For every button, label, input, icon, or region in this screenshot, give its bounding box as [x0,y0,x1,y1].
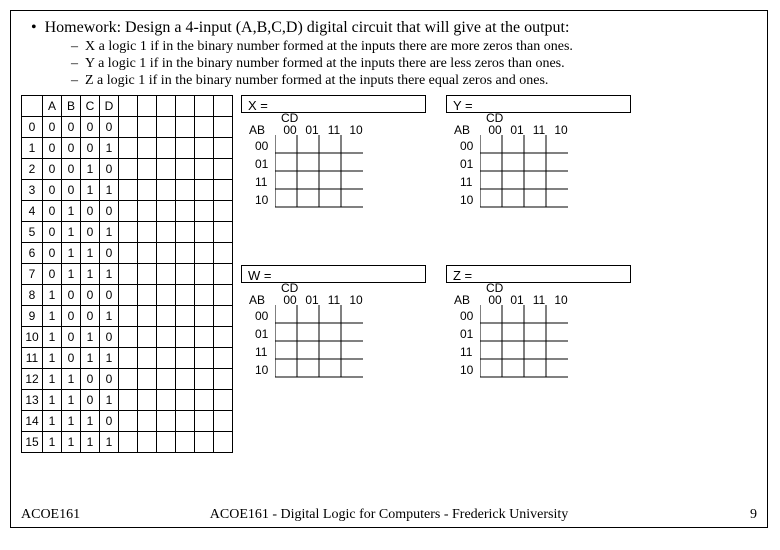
y-label: Y = [446,95,631,113]
truth-table: ABCD 00000100012001030011401005010160110… [21,95,233,453]
footer-right: 9 [750,507,757,523]
footer-left: ACOE161 [21,507,80,523]
content-row: ABCD 00000100012001030011401005010160110… [21,95,757,453]
sub-bullet-1: – X a logic 1 if in the binary number fo… [71,39,757,55]
kmap-grid-z: CD AB 00011110 00011110 [446,283,581,378]
footer: ACOE161 ACOE161 - Digital Logic for Comp… [21,507,757,523]
title-text: Homework: Design a 4-input (A,B,C,D) dig… [45,19,570,36]
sub-bullet-2: – Y a logic 1 if in the binary number fo… [71,56,757,72]
kmap-grid-w: CD AB 00011110 00011110 [241,283,376,378]
z-label: Z = [446,265,631,283]
kmap-z: Z = CD AB 00011110 00011110 [446,265,631,378]
kmap-area: X = CD AB 00011110 00011110 Y = CD AB 00… [241,95,757,453]
kmap-y: Y = CD AB 00011110 00011110 [446,95,631,208]
slide-frame: • Homework: Design a 4-input (A,B,C,D) d… [10,10,768,528]
kmap-grid-y: CD AB 00011110 00011110 [446,113,581,208]
kmap-grid-x: CD AB 00011110 00011110 [241,113,376,208]
kmap-x: X = CD AB 00011110 00011110 [241,95,426,208]
kmap-w: W = CD AB 00011110 00011110 [241,265,426,378]
footer-center: ACOE161 - Digital Logic for Computers - … [210,507,568,523]
w-label: W = [241,265,426,283]
main-bullet: • Homework: Design a 4-input (A,B,C,D) d… [31,19,757,37]
x-label: X = [241,95,426,113]
sub-bullet-3: – Z a logic 1 if in the binary number fo… [71,73,757,89]
